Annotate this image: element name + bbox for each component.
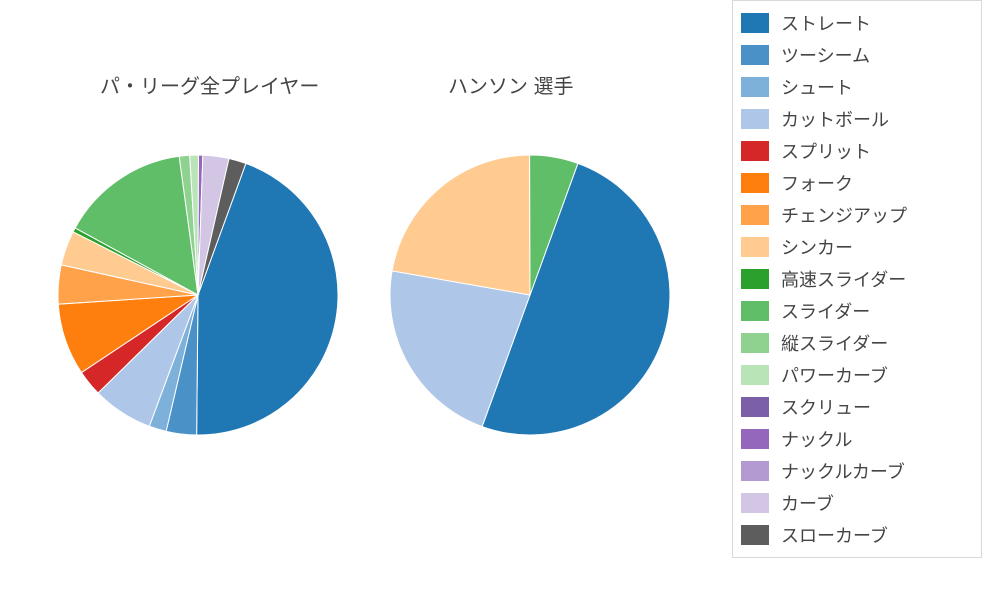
legend-label: チェンジアップ bbox=[781, 202, 907, 228]
legend-swatch bbox=[741, 109, 769, 129]
legend-swatch bbox=[741, 525, 769, 545]
legend-label: ツーシーム bbox=[781, 42, 870, 68]
legend-swatch bbox=[741, 237, 769, 257]
legend-item: スクリュー bbox=[741, 391, 973, 423]
legend-label: ストレート bbox=[781, 10, 871, 36]
legend-swatch bbox=[741, 269, 769, 289]
legend-item: カーブ bbox=[741, 487, 973, 519]
legend-item: スローカーブ bbox=[741, 519, 973, 551]
legend-swatch bbox=[741, 461, 769, 481]
legend-item: ナックルカーブ bbox=[741, 455, 973, 487]
legend-item: ツーシーム bbox=[741, 39, 973, 71]
legend-swatch bbox=[741, 365, 769, 385]
legend-label: カットボール bbox=[781, 106, 889, 132]
legend-swatch bbox=[741, 429, 769, 449]
legend-item: シンカー bbox=[741, 231, 973, 263]
legend-swatch bbox=[741, 493, 769, 513]
legend-label: 高速スライダー bbox=[781, 266, 906, 292]
legend-label: スライダー bbox=[781, 298, 870, 324]
legend-item: カットボール bbox=[741, 103, 973, 135]
legend-swatch bbox=[741, 205, 769, 225]
legend-label: シンカー bbox=[781, 234, 853, 260]
legend-item: 高速スライダー bbox=[741, 263, 973, 295]
legend-swatch bbox=[741, 301, 769, 321]
legend-item: パワーカーブ bbox=[741, 359, 973, 391]
legend-item: ストレート bbox=[741, 7, 973, 39]
legend-swatch bbox=[741, 45, 769, 65]
chart-title: パ・リーグ全プレイヤー bbox=[100, 70, 319, 99]
legend-item: ナックル bbox=[741, 423, 973, 455]
legend-label: フォーク bbox=[781, 170, 853, 196]
legend-item: シュート bbox=[741, 71, 973, 103]
chart-title: ハンソン 選手 bbox=[448, 70, 574, 99]
legend-label: スプリット bbox=[781, 138, 871, 164]
legend-label: スローカーブ bbox=[781, 522, 888, 548]
chart-container: ストレートツーシームシュートカットボールスプリットフォークチェンジアップシンカー… bbox=[0, 0, 1000, 600]
legend: ストレートツーシームシュートカットボールスプリットフォークチェンジアップシンカー… bbox=[732, 0, 982, 558]
legend-swatch bbox=[741, 77, 769, 97]
legend-label: パワーカーブ bbox=[781, 362, 888, 388]
legend-label: 縦スライダー bbox=[781, 330, 888, 356]
legend-swatch bbox=[741, 397, 769, 417]
pie-chart-league bbox=[57, 154, 339, 436]
legend-item: 縦スライダー bbox=[741, 327, 973, 359]
legend-label: カーブ bbox=[781, 490, 834, 516]
pie-slice bbox=[392, 155, 530, 295]
pie-chart-player bbox=[389, 154, 671, 436]
legend-swatch bbox=[741, 141, 769, 161]
legend-item: チェンジアップ bbox=[741, 199, 973, 231]
legend-swatch bbox=[741, 173, 769, 193]
legend-swatch bbox=[741, 333, 769, 353]
legend-label: ナックル bbox=[781, 426, 852, 452]
legend-label: スクリュー bbox=[781, 394, 871, 420]
legend-label: シュート bbox=[781, 74, 853, 100]
legend-item: スプリット bbox=[741, 135, 973, 167]
legend-swatch bbox=[741, 13, 769, 33]
legend-item: スライダー bbox=[741, 295, 973, 327]
legend-label: ナックルカーブ bbox=[781, 458, 905, 484]
legend-item: フォーク bbox=[741, 167, 973, 199]
